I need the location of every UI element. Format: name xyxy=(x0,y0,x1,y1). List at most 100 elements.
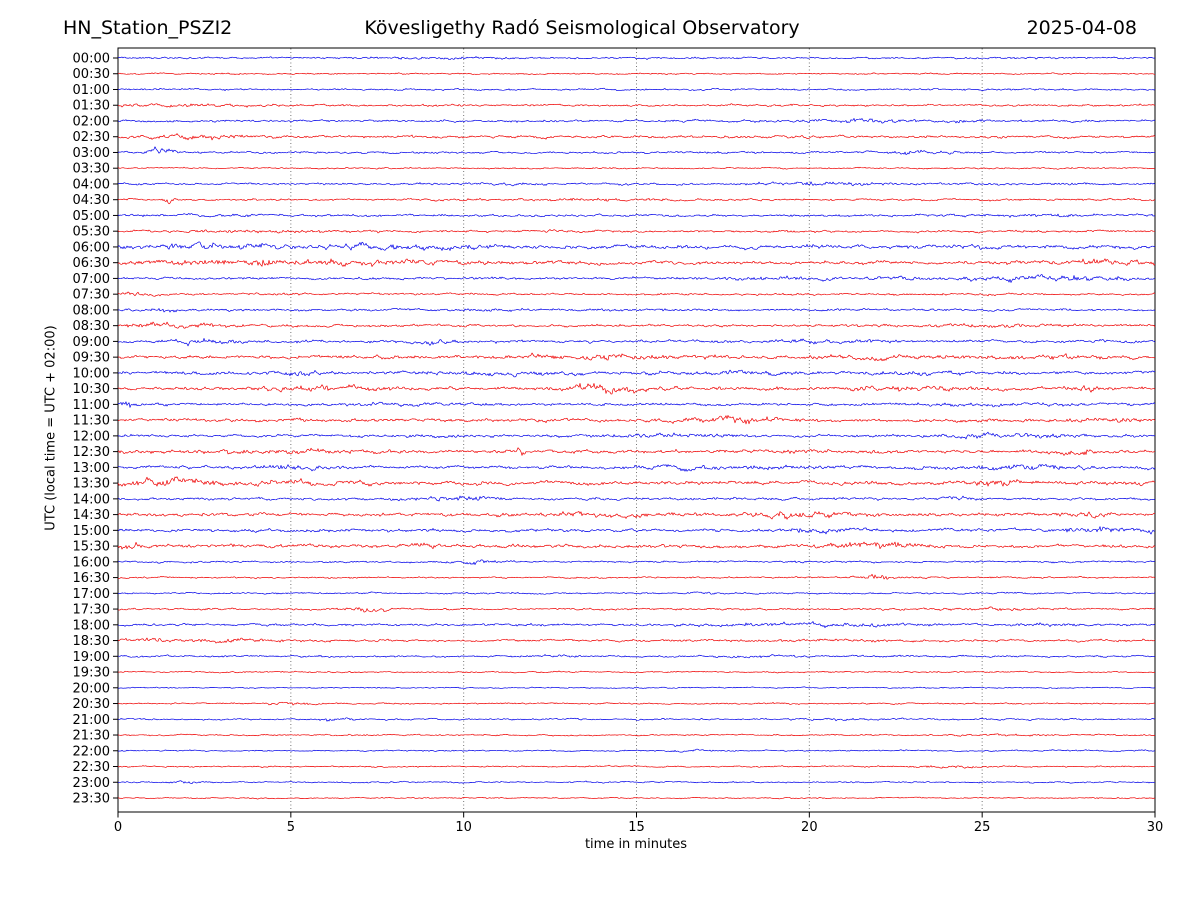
time-label: 06:30 xyxy=(73,256,110,271)
time-label: 23:00 xyxy=(73,776,110,791)
time-label: 05:30 xyxy=(73,225,110,240)
x-tick-label: 5 xyxy=(287,820,295,835)
seismogram-trace xyxy=(117,241,1156,251)
x-tick-label: 0 xyxy=(114,820,122,835)
time-label: 22:00 xyxy=(73,744,110,759)
time-label: 07:00 xyxy=(73,272,110,287)
time-label: 09:30 xyxy=(73,351,110,366)
seismogram-trace xyxy=(117,748,1156,753)
seismogram-trace xyxy=(117,686,1156,689)
seismogram-trace xyxy=(117,337,1156,347)
time-label: 19:00 xyxy=(73,650,110,665)
x-tick-label: 30 xyxy=(1147,820,1164,835)
x-tick-label: 20 xyxy=(801,820,818,835)
seismogram-trace xyxy=(117,369,1156,378)
seismogram-trace xyxy=(117,670,1156,674)
seismogram-trace xyxy=(117,733,1156,737)
time-label: 05:00 xyxy=(73,209,110,224)
seismogram-trace xyxy=(117,511,1156,520)
seismogram-trace xyxy=(117,103,1156,108)
seismogram-trace xyxy=(117,118,1156,124)
seismogram-trace xyxy=(118,181,1156,187)
seismogram-trace xyxy=(117,321,1156,329)
seismogram-trace xyxy=(117,213,1156,218)
seismogram-trace xyxy=(117,764,1156,769)
time-label: 20:30 xyxy=(73,697,110,712)
seismogram-trace xyxy=(118,591,1156,595)
time-label: 14:30 xyxy=(73,508,110,523)
seismogram-trace xyxy=(117,133,1156,141)
time-label: 18:00 xyxy=(73,618,110,633)
time-label: 16:30 xyxy=(73,571,110,586)
time-label: 08:00 xyxy=(73,303,110,318)
seismogram-trace xyxy=(117,780,1156,785)
seismogram-trace xyxy=(117,476,1156,487)
time-label: 04:00 xyxy=(73,177,110,192)
time-label: 10:00 xyxy=(73,366,110,381)
seismogram-trace xyxy=(117,796,1156,800)
seismogram-trace xyxy=(117,541,1156,550)
seismogram-trace xyxy=(117,197,1156,205)
time-label: 03:00 xyxy=(73,146,110,161)
x-axis-label: time in minutes xyxy=(584,837,688,852)
time-label: 21:30 xyxy=(73,729,110,744)
time-label: 00:00 xyxy=(73,52,110,67)
time-label: 11:00 xyxy=(73,398,110,413)
seismogram-trace xyxy=(117,274,1156,283)
seismogram-trace xyxy=(117,146,1156,155)
time-label: 17:30 xyxy=(73,603,110,618)
seismogram-trace xyxy=(117,258,1156,267)
time-label: 02:00 xyxy=(73,114,110,129)
time-label: 00:30 xyxy=(73,67,110,82)
y-axis-label: UTC (local time = UTC + 02:00) xyxy=(43,325,59,531)
station-title: HN_Station_PSZI2 xyxy=(63,17,233,39)
date-label: 2025-04-08 xyxy=(1026,17,1137,39)
time-label: 04:30 xyxy=(73,193,110,208)
time-label: 23:30 xyxy=(73,792,110,807)
time-label: 07:30 xyxy=(73,288,110,303)
time-label: 10:30 xyxy=(73,382,110,397)
time-label: 12:30 xyxy=(73,445,110,460)
time-label: 14:00 xyxy=(73,492,110,507)
seismogram-trace xyxy=(117,352,1156,362)
time-label: 03:30 xyxy=(73,162,110,177)
x-tick-label: 10 xyxy=(455,820,472,835)
seismogram-trace xyxy=(117,291,1156,297)
seismogram-trace xyxy=(117,431,1156,440)
seismogram-trace xyxy=(117,621,1156,629)
seismogram-trace xyxy=(117,87,1156,91)
time-label: 22:30 xyxy=(73,760,110,775)
time-label: 01:00 xyxy=(73,83,110,98)
seismogram-trace xyxy=(117,56,1156,61)
seismogram-trace xyxy=(117,229,1155,234)
seismogram-trace xyxy=(117,637,1156,644)
time-label: 09:00 xyxy=(73,335,110,350)
seismogram-trace xyxy=(117,526,1156,535)
seismogram-trace xyxy=(117,495,1156,502)
seismogram-trace xyxy=(117,401,1156,408)
time-label: 08:30 xyxy=(73,319,110,334)
time-label: 17:00 xyxy=(73,587,110,602)
time-label: 01:30 xyxy=(73,99,110,114)
time-label: 20:00 xyxy=(73,681,110,696)
x-tick-label: 15 xyxy=(628,820,645,835)
seismogram-trace xyxy=(117,654,1156,659)
time-label: 19:30 xyxy=(73,666,110,681)
time-label: 06:00 xyxy=(73,240,110,255)
seismogram-trace xyxy=(117,415,1156,425)
time-label: 02:30 xyxy=(73,130,110,145)
seismogram-trace xyxy=(117,464,1156,472)
seismogram-trace xyxy=(117,72,1156,76)
time-label: 13:30 xyxy=(73,477,110,492)
seismogram-trace xyxy=(117,383,1156,395)
seismogram-trace xyxy=(117,717,1156,722)
seismogram-trace xyxy=(117,606,1156,613)
observatory-title: Kövesligethy Radó Seismological Observat… xyxy=(364,17,800,39)
time-label: 16:00 xyxy=(73,555,110,570)
x-tick-label: 25 xyxy=(974,820,991,835)
seismogram-trace xyxy=(117,559,1156,565)
seismogram-trace xyxy=(117,307,1156,313)
seismogram-trace xyxy=(117,166,1156,170)
